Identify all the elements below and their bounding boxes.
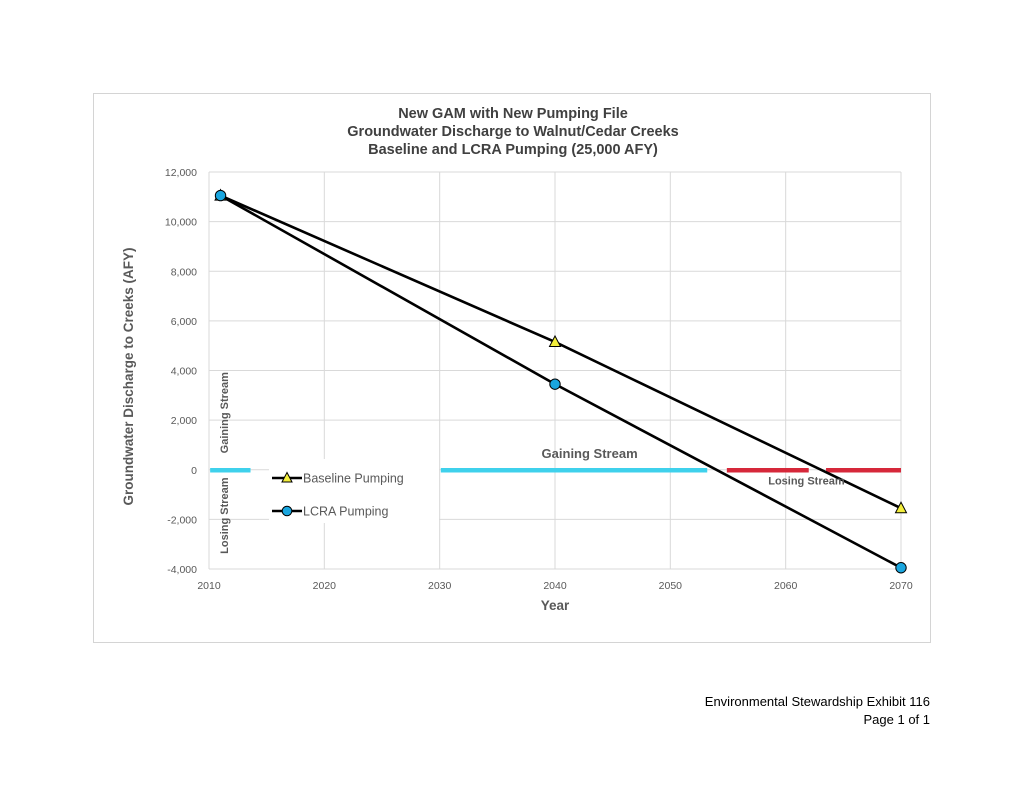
series (214, 188, 908, 574)
x-axis-title: Year (541, 598, 570, 613)
legend-marker-triangle (281, 471, 293, 483)
footer-exhibit: Environmental Stewardship Exhibit 116 (704, 694, 930, 709)
lcra-point (895, 562, 907, 574)
x-tick-label: 2020 (313, 580, 337, 592)
x-tick-label: 2050 (659, 580, 683, 592)
chart-title: New GAM with New Pumping File Groundwater… (347, 106, 678, 158)
legend-background (269, 459, 439, 523)
y-tick-label: 2,000 (171, 415, 197, 427)
stream-annotation: Losing Stream (768, 476, 845, 488)
x-tick-label: 2030 (428, 580, 452, 592)
footer-page: Page 1 of 1 (863, 712, 931, 727)
y-tick-label: -2,000 (167, 514, 197, 526)
y-axis-title: Groundwater Discharge to Creeks (AFY) (121, 247, 136, 505)
legend-box (269, 459, 439, 523)
x-tick-label: 2070 (889, 580, 913, 592)
baseline-point (894, 501, 908, 514)
y-tick-label: -4,000 (167, 564, 197, 576)
x-tick-label: 2040 (543, 580, 567, 592)
lcra-point (549, 378, 561, 390)
y-tick-label: 8,000 (171, 266, 197, 278)
chart-frame: New GAM with New Pumping File Groundwater… (93, 93, 931, 643)
y-tick-label: 12,000 (165, 167, 197, 179)
x-tick-label: 2010 (197, 580, 221, 592)
grid (208, 171, 902, 570)
y-tick-label: 4,000 (171, 366, 197, 378)
y-tick-label: 6,000 (171, 316, 197, 328)
chart-title-line: New GAM with New Pumping File (398, 106, 628, 122)
annotations: Gaining Stream Losing Stream Gaining Strea… (219, 372, 845, 554)
axes: -4,000 -2,000 0 2,000 4,000 6,000 8,000 10,000 1… (121, 167, 913, 613)
chart-svg: New GAM with New Pumping File Groundwater… (121, 106, 913, 613)
baseline-point (548, 334, 562, 347)
chart-title-line: Baseline and LCRA Pumping (25,000 AFY) (368, 142, 658, 158)
stream-annotation: Gaining Stream (219, 372, 231, 454)
stream-annotation: Gaining Stream (542, 446, 638, 461)
x-tick-label: 2060 (774, 580, 798, 592)
y-tick-label: 10,000 (165, 217, 197, 229)
legend-label: Baseline Pumping (303, 472, 404, 486)
stream-annotation: Losing Stream (219, 477, 231, 554)
legend: Baseline Pumping LCRA Pumping (272, 471, 404, 519)
legend-label: LCRA Pumping (303, 505, 389, 519)
lcra-point (214, 189, 227, 202)
y-tick-label: 0 (191, 465, 197, 477)
chart-title-line: Groundwater Discharge to Walnut/Cedar Cr… (347, 124, 678, 140)
legend-marker-circle (281, 505, 293, 517)
